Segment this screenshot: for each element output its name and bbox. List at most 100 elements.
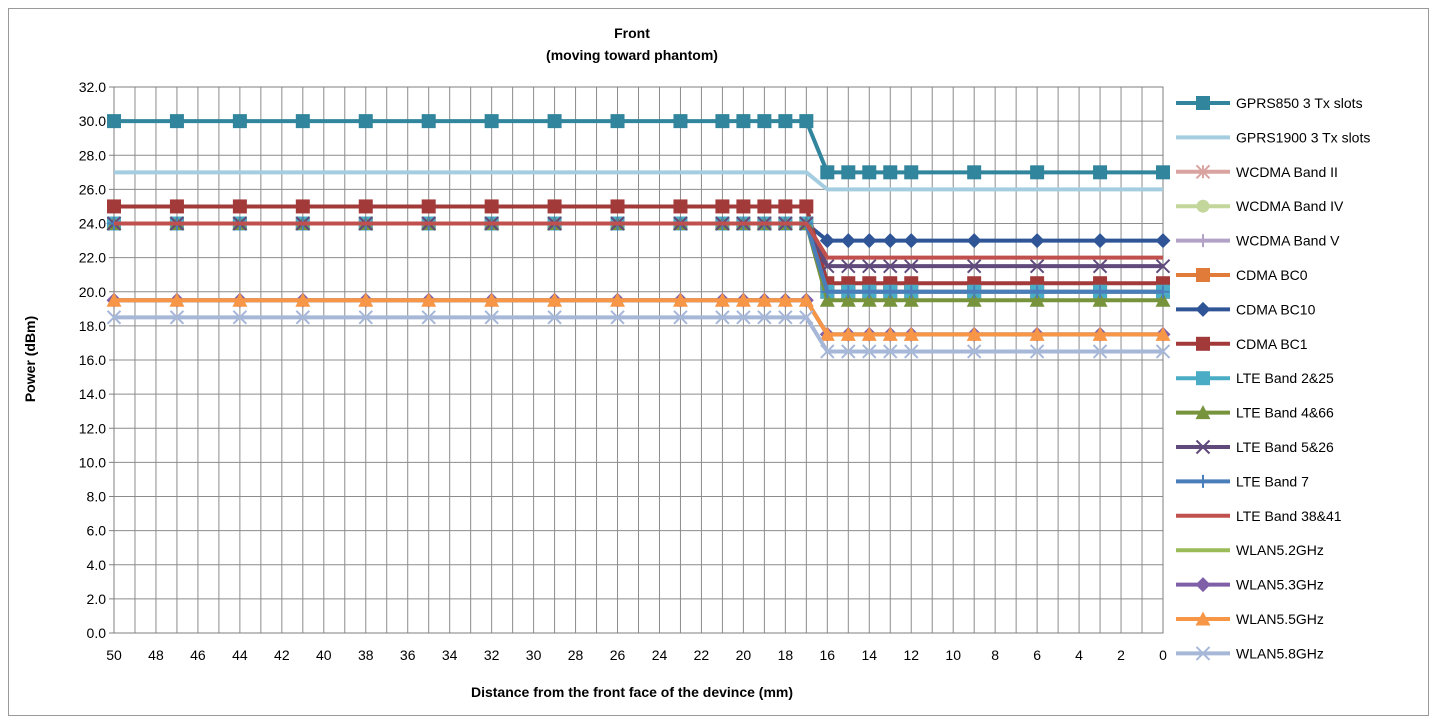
data-point <box>1092 326 1108 341</box>
data-point <box>1029 292 1045 307</box>
data-point <box>715 310 730 325</box>
series-line <box>114 315 1163 354</box>
series-12 <box>114 221 1163 260</box>
data-point <box>714 292 730 307</box>
data-point <box>840 292 856 307</box>
data-point <box>421 292 437 307</box>
data-point <box>484 199 499 214</box>
data-point <box>967 285 981 299</box>
data-point <box>735 292 751 307</box>
data-point <box>882 233 898 249</box>
data-point <box>1155 258 1171 274</box>
legend-entry: WLAN5.2GHz <box>1176 542 1324 558</box>
data-point <box>1029 344 1045 359</box>
x-tick-label: 22 <box>694 647 710 663</box>
legend-label: CDMA BC0 <box>1236 267 1308 283</box>
x-tick-label: 30 <box>526 647 542 663</box>
data-point <box>841 285 855 299</box>
data-point <box>610 114 625 129</box>
data-point <box>841 344 856 359</box>
y-tick-label: 20.0 <box>79 284 106 300</box>
legend-entry: CDMA BC10 <box>1176 301 1316 317</box>
data-point <box>295 114 310 129</box>
data-point <box>862 285 876 299</box>
data-point <box>862 165 877 180</box>
data-point <box>883 165 898 180</box>
legend-label: GPRS1900 3 Tx slots <box>1236 129 1370 145</box>
series-15 <box>106 292 1171 341</box>
data-point <box>1155 292 1171 307</box>
data-point <box>820 165 835 180</box>
data-point <box>295 199 310 214</box>
legend-label: LTE Band 5&26 <box>1236 439 1334 455</box>
legend-label: WLAN5.5GHz <box>1236 611 1324 627</box>
data-point <box>883 285 897 299</box>
data-point <box>966 233 982 249</box>
y-tick-label: 26.0 <box>79 181 106 197</box>
data-point <box>1155 326 1171 341</box>
x-tick-label: 14 <box>861 647 877 663</box>
data-point <box>169 199 184 214</box>
data-point <box>1029 258 1045 274</box>
data-point <box>882 292 898 307</box>
data-point <box>882 326 898 341</box>
y-tick-label: 16.0 <box>79 352 106 368</box>
y-tick-label: 8.0 <box>87 489 107 505</box>
legend-label: WLAN5.2GHz <box>1236 542 1324 558</box>
legend-entry: LTE Band 7 <box>1176 473 1309 489</box>
data-point <box>421 199 436 214</box>
x-tick-label: 12 <box>903 647 919 663</box>
data-point <box>840 233 856 249</box>
data-point <box>883 258 898 274</box>
data-point <box>232 310 248 325</box>
data-point <box>610 310 625 325</box>
x-tick-label: 48 <box>148 647 164 663</box>
data-point <box>1093 165 1108 180</box>
chart-subtitle: (moving toward phantom) <box>546 47 718 63</box>
legend-label: WCDMA Band II <box>1236 164 1338 180</box>
data-point <box>421 114 436 129</box>
legend-label: WCDMA Band V <box>1236 233 1340 249</box>
x-tick-label: 32 <box>484 647 500 663</box>
data-point <box>778 199 793 214</box>
series-line <box>114 119 1163 175</box>
data-point <box>1196 199 1210 213</box>
series-line <box>114 221 1163 260</box>
data-point <box>672 292 688 307</box>
legend-entry: LTE Band 4&66 <box>1176 405 1334 421</box>
legend-label: WLAN5.3GHz <box>1236 577 1324 593</box>
data-point <box>715 199 730 214</box>
data-point <box>841 258 856 274</box>
legend-label: LTE Band 38&41 <box>1236 508 1342 524</box>
data-point <box>547 114 562 129</box>
data-point <box>904 285 918 299</box>
x-tick-label: 10 <box>945 647 961 663</box>
y-tick-label: 12.0 <box>79 420 106 436</box>
legend-entry: WLAN5.5GHz <box>1176 611 1324 627</box>
series-16 <box>106 310 1171 359</box>
data-point <box>904 344 919 359</box>
x-tick-label: 0 <box>1159 647 1167 663</box>
y-tick-label: 32.0 <box>79 79 106 95</box>
data-point <box>904 258 919 274</box>
data-point <box>967 165 982 180</box>
data-point <box>673 310 688 325</box>
data-point <box>107 114 121 129</box>
data-point <box>547 310 562 325</box>
x-tick-label: 40 <box>316 647 332 663</box>
data-point <box>1195 439 1211 455</box>
series-line <box>114 204 1163 286</box>
data-point <box>169 310 185 325</box>
data-point <box>232 114 247 129</box>
legend-entry: CDMA BC1 <box>1176 336 1308 352</box>
legend-label: WLAN5.8GHz <box>1236 645 1324 661</box>
legend-entry: WLAN5.3GHz <box>1176 577 1324 593</box>
y-tick-label: 30.0 <box>79 113 106 129</box>
data-point <box>715 114 730 129</box>
data-point <box>547 292 563 307</box>
data-point <box>106 292 122 307</box>
x-tick-label: 26 <box>610 647 626 663</box>
data-point <box>757 114 772 129</box>
data-point <box>966 258 982 274</box>
